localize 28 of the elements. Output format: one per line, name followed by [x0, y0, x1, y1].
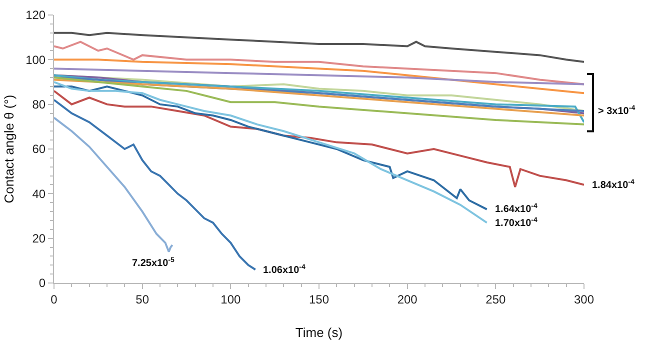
y-tick-label: 100	[26, 52, 46, 67]
y-tick-label: 120	[26, 8, 46, 22]
x-tick-label: 300	[574, 292, 594, 306]
annotation: 1.70x10$^{-4}$	[495, 217, 538, 230]
y-tick-label: 0	[38, 276, 46, 290]
x-tick-label: 0	[50, 292, 58, 306]
x-tick-label: 200	[397, 292, 418, 306]
y-tick-label: 20	[32, 232, 46, 246]
y-axis-title: Contact angle θ (°)	[2, 94, 17, 204]
y-tick-label: 80	[32, 98, 46, 112]
line-series	[54, 58, 584, 94]
line-series	[54, 32, 584, 63]
x-axis-title: Time (s)	[295, 325, 343, 340]
annotation: 1.64x10$^{-4}$	[495, 203, 538, 216]
x-tick-label: 50	[136, 292, 150, 306]
line-series	[54, 68, 584, 86]
y-tick-label: 40	[32, 186, 46, 201]
line-series	[54, 98, 256, 271]
x-tick-label: 150	[308, 292, 330, 306]
line-series	[54, 90, 584, 188]
annotation: 1.84x10$^{-4}$	[592, 179, 634, 192]
line-series	[54, 116, 174, 253]
x-tick-label: 100	[220, 292, 241, 306]
annotation: 7.25x10$^{-5}$	[132, 257, 174, 270]
x-tick-label: 250	[486, 292, 506, 306]
y-tick-label: 60	[32, 142, 46, 156]
text: > 3x10$^{-4}$	[598, 105, 636, 118]
annotation: 1.06x10$^{-4}$	[263, 264, 306, 276]
